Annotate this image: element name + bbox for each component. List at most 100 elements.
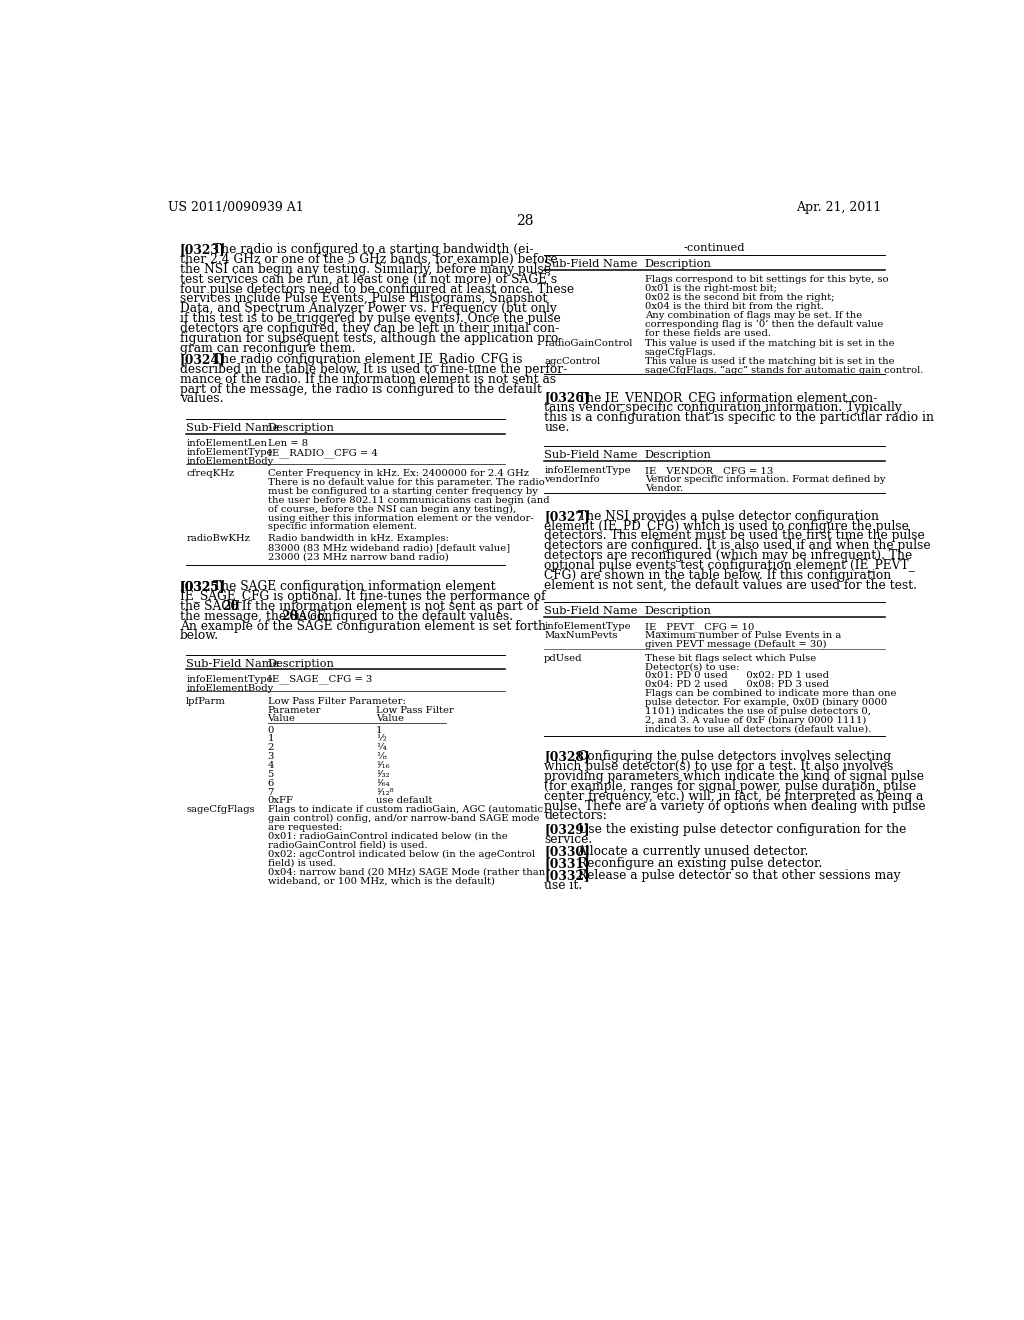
Text: sageCfgFlags.: sageCfgFlags. — [645, 348, 717, 356]
Text: Sub-Field Name: Sub-Field Name — [186, 659, 280, 669]
Text: the SAGE: the SAGE — [180, 599, 244, 612]
Text: 1: 1 — [267, 734, 274, 743]
Text: Len = 8: Len = 8 — [267, 440, 307, 449]
Text: use.: use. — [544, 421, 569, 434]
Text: figuration for subsequent tests, although the application pro-: figuration for subsequent tests, althoug… — [180, 331, 562, 345]
Text: [0327]: [0327] — [544, 510, 590, 523]
Text: [0329]: [0329] — [544, 824, 590, 836]
Text: 1101) indicates the use of pulse detectors 0,: 1101) indicates the use of pulse detecto… — [645, 706, 871, 715]
Text: ½: ½ — [376, 734, 386, 743]
Text: 0x01 is the right-most bit;: 0x01 is the right-most bit; — [645, 284, 777, 293]
Text: [0325]: [0325] — [180, 581, 225, 593]
Text: Maximum number of Pulse Events in a: Maximum number of Pulse Events in a — [645, 631, 842, 640]
Text: The NSI provides a pulse detector configuration: The NSI provides a pulse detector config… — [578, 510, 879, 523]
Text: detectors are configured. It is also used if and when the pulse: detectors are configured. It is also use… — [544, 540, 931, 552]
Text: IE__PEVT__CFG = 10: IE__PEVT__CFG = 10 — [645, 623, 755, 632]
Text: for these fields are used.: for these fields are used. — [645, 329, 771, 338]
Text: infoElementType: infoElementType — [186, 675, 272, 684]
Text: gain control) config, and/or narrow-band SAGE mode: gain control) config, and/or narrow-band… — [267, 814, 539, 824]
Text: detectors are configured, they can be left in their initial con-: detectors are configured, they can be le… — [180, 322, 559, 335]
Text: infoElementLen: infoElementLen — [186, 440, 267, 449]
Text: Configuring the pulse detectors involves selecting: Configuring the pulse detectors involves… — [578, 750, 891, 763]
Text: mance of the radio. If the information element is not sent as: mance of the radio. If the information e… — [180, 372, 556, 385]
Text: infoElementType: infoElementType — [544, 623, 631, 631]
Text: 0: 0 — [267, 726, 273, 735]
Text: if this test is to be triggered by pulse events). Once the pulse: if this test is to be triggered by pulse… — [180, 312, 561, 325]
Text: optional pulse events test configuration element (IE_PEVT_: optional pulse events test configuration… — [544, 558, 914, 572]
Text: Flags to indicate if custom radioGain, AGC (automatic: Flags to indicate if custom radioGain, A… — [267, 805, 543, 814]
Text: pdUsed: pdUsed — [544, 653, 583, 663]
Text: wideband, or 100 MHz, which is the default): wideband, or 100 MHz, which is the defau… — [267, 876, 495, 886]
Text: There is no default value for this parameter. The radio: There is no default value for this param… — [267, 478, 544, 487]
Text: 2, and 3. A value of 0xF (binary 0000 1111): 2, and 3. A value of 0xF (binary 0000 11… — [645, 715, 866, 725]
Text: pulse detector. For example, 0x0D (binary 0000: pulse detector. For example, 0x0D (binar… — [645, 698, 887, 708]
Text: given PEVT message (Default = 30): given PEVT message (Default = 30) — [645, 640, 826, 649]
Text: -continued: -continued — [684, 243, 745, 253]
Text: are requested:: are requested: — [267, 822, 342, 832]
Text: Release a pulse detector so that other sessions may: Release a pulse detector so that other s… — [578, 870, 900, 882]
Text: described in the table below. It is used to fine-tune the perfor-: described in the table below. It is used… — [180, 363, 567, 376]
Text: ¼: ¼ — [376, 743, 386, 752]
Text: is configured to the default values.: is configured to the default values. — [292, 610, 513, 623]
Text: Sub-Field Name: Sub-Field Name — [186, 424, 280, 433]
Text: 20: 20 — [222, 599, 240, 612]
Text: 3: 3 — [267, 752, 273, 762]
Text: the user before 802.11 communications can begin (and: the user before 802.11 communications ca… — [267, 496, 549, 506]
Text: 5: 5 — [267, 770, 273, 779]
Text: services include Pulse Events, Pulse Histograms, Snapshot: services include Pulse Events, Pulse His… — [180, 293, 547, 305]
Text: Description: Description — [267, 424, 335, 433]
Text: element (IE_PD_CFG) which is used to configure the pulse: element (IE_PD_CFG) which is used to con… — [544, 520, 909, 532]
Text: detectors are reconfigured (which may be infrequent). The: detectors are reconfigured (which may be… — [544, 549, 912, 562]
Text: 20: 20 — [281, 610, 298, 623]
Text: element is not sent, the default values are used for the test.: element is not sent, the default values … — [544, 578, 918, 591]
Text: Sub-Field Name: Sub-Field Name — [544, 259, 638, 269]
Text: Value: Value — [267, 714, 296, 723]
Text: radioBwKHz: radioBwKHz — [186, 535, 250, 544]
Text: corresponding flag is ‘0’ then the default value: corresponding flag is ‘0’ then the defau… — [645, 319, 884, 329]
Text: detectors. This element must be used the first time the pulse: detectors. This element must be used the… — [544, 529, 925, 543]
Text: tains vendor specific configuration information. Typically: tains vendor specific configuration info… — [544, 401, 902, 414]
Text: Flags can be combined to indicate more than one: Flags can be combined to indicate more t… — [645, 689, 896, 698]
Text: Description: Description — [645, 450, 712, 459]
Text: 23000 (23 MHz narrow band radio): 23000 (23 MHz narrow band radio) — [267, 552, 449, 561]
Text: the NSI can begin any testing. Similarly, before many pulse: the NSI can begin any testing. Similarly… — [180, 263, 551, 276]
Text: providing parameters which indicate the kind of signal pulse: providing parameters which indicate the … — [544, 770, 925, 783]
Text: pulse. There are a variety of options when dealing with pulse: pulse. There are a variety of options wh… — [544, 800, 926, 813]
Text: 6: 6 — [267, 779, 273, 788]
Text: These bit flags select which Pulse: These bit flags select which Pulse — [645, 653, 816, 663]
Text: use it.: use it. — [544, 879, 583, 892]
Text: part of the message, the radio is configured to the default: part of the message, the radio is config… — [180, 383, 542, 396]
Text: CFG) are shown in the table below. If this configuration: CFG) are shown in the table below. If th… — [544, 569, 892, 582]
Text: Data, and Spectrum Analyzer Power vs. Frequency (but only: Data, and Spectrum Analyzer Power vs. Fr… — [180, 302, 557, 315]
Text: ¹⁄₃₂: ¹⁄₃₂ — [376, 770, 389, 779]
Text: Sub-Field Name: Sub-Field Name — [544, 606, 638, 616]
Text: four pulse detectors need to be configured at least once. These: four pulse detectors need to be configur… — [180, 282, 574, 296]
Text: radioGainControl field) is used.: radioGainControl field) is used. — [267, 841, 427, 850]
Text: below.: below. — [180, 630, 219, 643]
Text: must be configured to a starting center frequency by: must be configured to a starting center … — [267, 487, 538, 496]
Text: Vendor specific information. Format defined by: Vendor specific information. Format defi… — [645, 475, 886, 484]
Text: This value is used if the matching bit is set in the: This value is used if the matching bit i… — [645, 356, 895, 366]
Text: Description: Description — [267, 659, 335, 669]
Text: 1: 1 — [376, 726, 383, 735]
Text: Any combination of flags may be set. If the: Any combination of flags may be set. If … — [645, 312, 862, 319]
Text: values.: values. — [180, 392, 223, 405]
Text: 0x02: agcControl indicated below (in the ageControl: 0x02: agcControl indicated below (in the… — [267, 850, 535, 859]
Text: Low Pass Filter: Low Pass Filter — [376, 706, 454, 714]
Text: The IE_VENDOR_CFG information element con-: The IE_VENDOR_CFG information element co… — [578, 391, 877, 404]
Text: [0323]: [0323] — [180, 243, 225, 256]
Text: use default: use default — [376, 796, 432, 805]
Text: Center Frequency in kHz. Ex: 2400000 for 2.4 GHz: Center Frequency in kHz. Ex: 2400000 for… — [267, 470, 528, 478]
Text: IE_SAGE_CFG is optional. It fine-tunes the performance of: IE_SAGE_CFG is optional. It fine-tunes t… — [180, 590, 546, 603]
Text: infoElementType: infoElementType — [544, 466, 631, 475]
Text: [0326]: [0326] — [544, 391, 590, 404]
Text: This value is used if the matching bit is set in the: This value is used if the matching bit i… — [645, 339, 895, 348]
Text: field) is used.: field) is used. — [267, 858, 336, 867]
Text: 2: 2 — [267, 743, 273, 752]
Text: of course, before the NSI can begin any testing),: of course, before the NSI can begin any … — [267, 504, 516, 513]
Text: Sub-Field Name: Sub-Field Name — [544, 450, 638, 459]
Text: The SAGE configuration information element: The SAGE configuration information eleme… — [213, 581, 496, 593]
Text: service.: service. — [544, 833, 593, 846]
Text: Description: Description — [645, 259, 712, 269]
Text: 4: 4 — [267, 762, 274, 770]
